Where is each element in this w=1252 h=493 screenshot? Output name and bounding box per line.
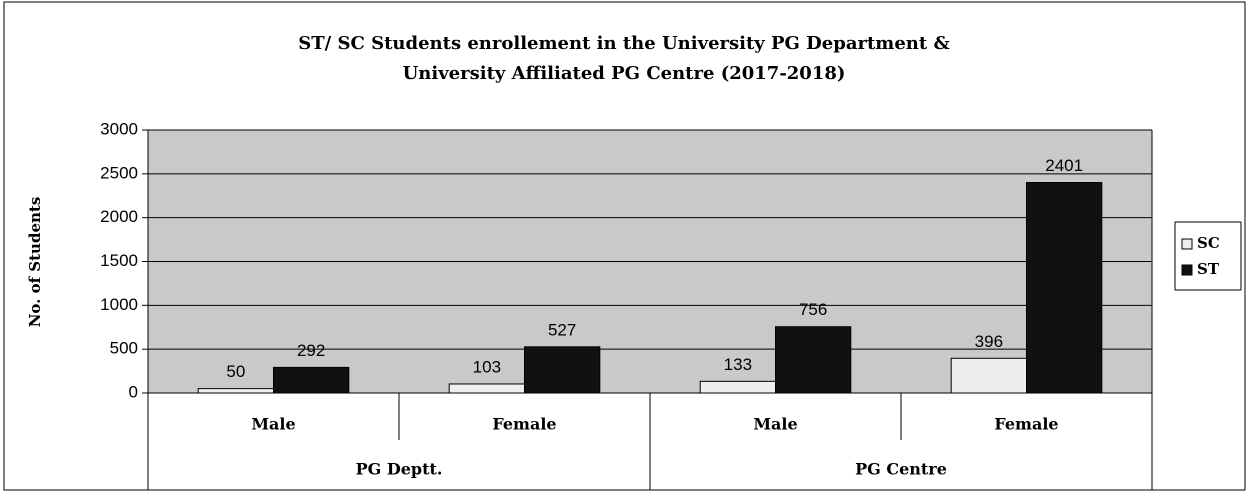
data-label: 396 (975, 332, 1003, 351)
y-axis-label: No. of Students (26, 197, 44, 328)
bar (273, 366, 350, 394)
legend-swatch (1181, 264, 1193, 276)
chart-title: University Affiliated PG Centre (2017-20… (403, 63, 846, 84)
chart-title: ST/ SC Students enrollement in the Unive… (298, 33, 949, 54)
bar (950, 357, 1028, 394)
data-label: 2401 (1045, 156, 1083, 175)
y-tick-label: 1500 (100, 251, 138, 270)
x-tick-label: Male (753, 415, 797, 434)
bar (524, 346, 601, 394)
x-tick-label: Male (251, 415, 295, 434)
y-tick-label: 500 (110, 339, 138, 358)
data-label: 133 (724, 355, 752, 374)
bar (197, 388, 274, 394)
y-tick-label: 2500 (100, 163, 138, 182)
data-label: 103 (473, 357, 501, 376)
bar (1026, 182, 1103, 394)
y-tick-label: 1000 (100, 295, 138, 314)
data-label: 50 (226, 362, 245, 381)
x-tick-label: Female (994, 415, 1058, 434)
y-tick-label: 2000 (100, 207, 138, 226)
y-tick-label: 0 (129, 382, 138, 401)
legend-box (1174, 221, 1242, 291)
data-label: 756 (799, 300, 827, 319)
bar (775, 326, 852, 394)
data-label: 527 (548, 320, 576, 339)
legend-label: SC (1197, 234, 1220, 252)
legend-swatch (1181, 238, 1193, 250)
x-tick-label: Female (492, 415, 556, 434)
group-label: PG Deptt. (356, 460, 443, 479)
bar (448, 383, 526, 394)
legend-label: ST (1197, 260, 1220, 278)
data-label: 292 (297, 341, 325, 360)
bar (699, 380, 777, 394)
y-tick-label: 3000 (100, 119, 138, 138)
group-label: PG Centre (855, 460, 947, 479)
